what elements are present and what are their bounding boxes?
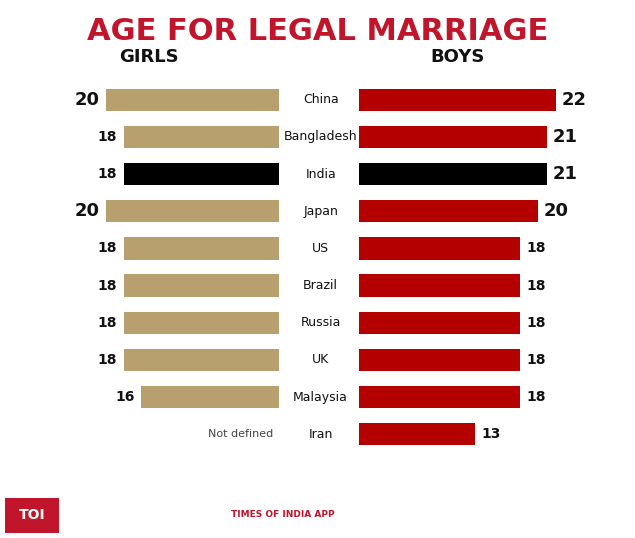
Text: Brazil: Brazil bbox=[303, 279, 338, 292]
Text: 20: 20 bbox=[544, 202, 569, 220]
Text: 18: 18 bbox=[98, 130, 117, 144]
Bar bbox=[359, 200, 538, 222]
Text: 13: 13 bbox=[481, 427, 501, 441]
Text: US: US bbox=[312, 242, 329, 255]
Text: FOR MORE  INFOGRAPHICS DOWNLOAD: FOR MORE INFOGRAPHICS DOWNLOAD bbox=[73, 509, 276, 519]
Text: China: China bbox=[303, 93, 338, 107]
Text: 22: 22 bbox=[562, 91, 587, 109]
Text: 18: 18 bbox=[98, 279, 117, 293]
Bar bbox=[106, 200, 279, 222]
Bar bbox=[141, 386, 279, 408]
Bar bbox=[359, 163, 547, 185]
Bar bbox=[124, 163, 279, 185]
Text: 18: 18 bbox=[526, 279, 545, 293]
Text: 20: 20 bbox=[75, 202, 100, 220]
Bar bbox=[106, 89, 279, 111]
Text: 21: 21 bbox=[553, 128, 578, 146]
Text: Windows: Windows bbox=[568, 502, 593, 507]
Bar bbox=[359, 349, 520, 371]
Text: BOYS: BOYS bbox=[430, 47, 485, 66]
Text: TIMES OF INDIA APP: TIMES OF INDIA APP bbox=[231, 509, 334, 519]
Text: 18: 18 bbox=[526, 390, 545, 404]
Text: 21: 21 bbox=[553, 165, 578, 183]
Text: AGE FOR LEGAL MARRIAGE: AGE FOR LEGAL MARRIAGE bbox=[87, 17, 548, 46]
Text: GIRLS: GIRLS bbox=[119, 47, 179, 66]
Bar bbox=[359, 126, 547, 148]
Text: 18: 18 bbox=[98, 242, 117, 256]
Text: Iran: Iran bbox=[309, 428, 333, 441]
Text: Malaysia: Malaysia bbox=[293, 391, 348, 404]
Text: Japan: Japan bbox=[304, 205, 338, 218]
Bar bbox=[124, 126, 279, 148]
Bar bbox=[359, 423, 475, 445]
Text: 18: 18 bbox=[526, 242, 545, 256]
Bar bbox=[359, 312, 520, 334]
Text: Phone: Phone bbox=[568, 522, 585, 527]
Text: 18: 18 bbox=[98, 353, 117, 367]
Text: TOI: TOI bbox=[18, 508, 45, 522]
Text: 18: 18 bbox=[98, 316, 117, 330]
Text: Available on the: Available on the bbox=[403, 502, 448, 507]
Text: 18: 18 bbox=[526, 316, 545, 330]
Bar bbox=[124, 237, 279, 260]
Bar bbox=[124, 274, 279, 297]
Bar bbox=[359, 89, 556, 111]
Text: 18: 18 bbox=[98, 167, 117, 181]
Text: India: India bbox=[305, 168, 336, 181]
Text: App Store: App Store bbox=[403, 520, 446, 529]
Text: 16: 16 bbox=[115, 390, 135, 404]
Bar bbox=[124, 312, 279, 334]
FancyBboxPatch shape bbox=[5, 498, 59, 533]
Text: Bangladesh: Bangladesh bbox=[284, 131, 358, 144]
Text: 20: 20 bbox=[75, 91, 100, 109]
Text: Not defined: Not defined bbox=[208, 429, 273, 440]
Bar bbox=[359, 237, 520, 260]
Text: 18: 18 bbox=[526, 353, 545, 367]
Bar bbox=[359, 274, 520, 297]
Text: UK: UK bbox=[312, 353, 330, 366]
Bar bbox=[359, 386, 520, 408]
Text: Russia: Russia bbox=[300, 316, 341, 329]
Bar bbox=[124, 349, 279, 371]
Text: Google play: Google play bbox=[492, 511, 533, 517]
